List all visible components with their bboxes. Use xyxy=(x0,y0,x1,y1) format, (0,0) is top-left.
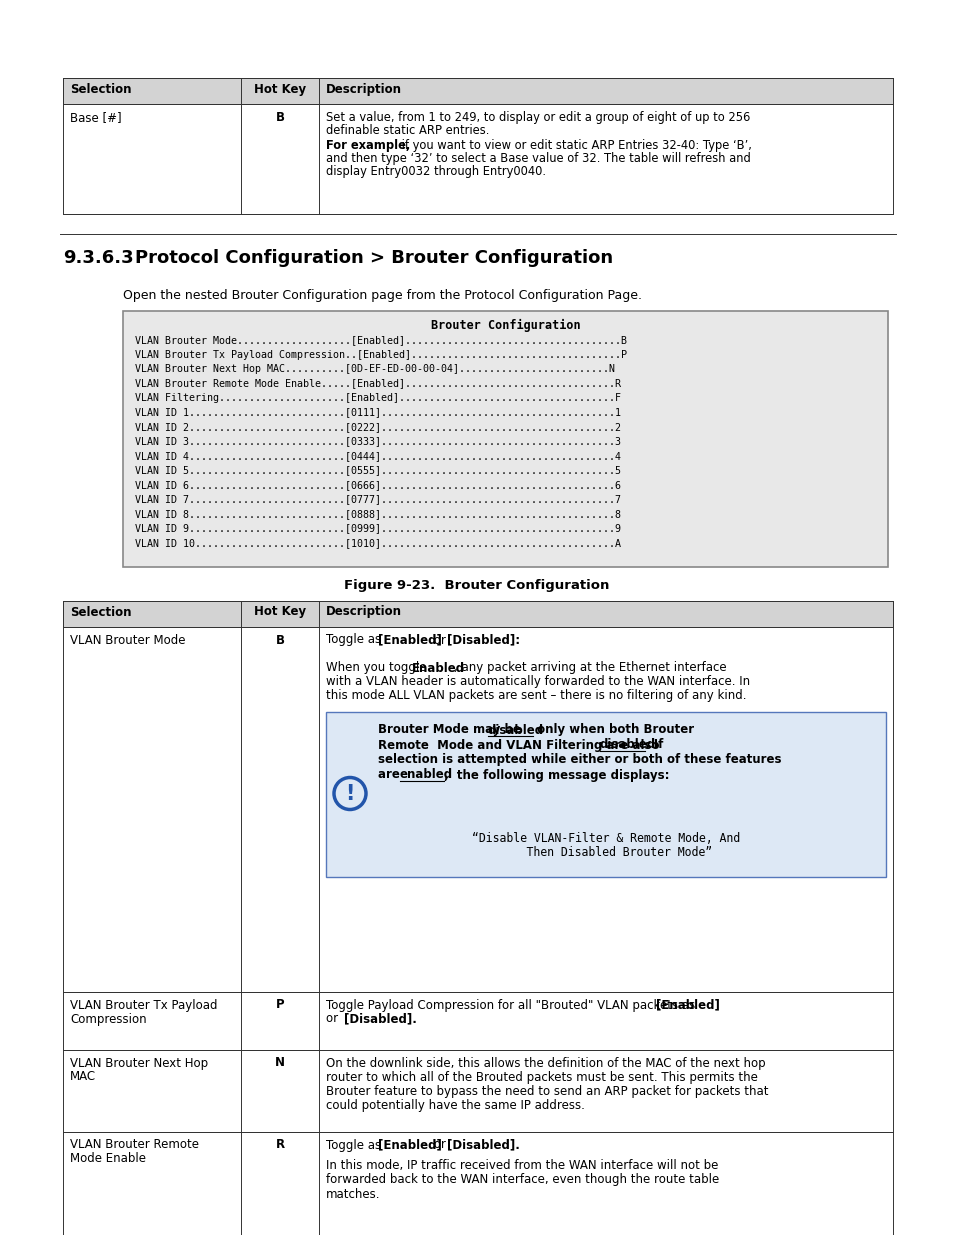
Text: For example,: For example, xyxy=(326,140,410,152)
Text: or: or xyxy=(430,1139,449,1151)
Text: Brouter Configuration: Brouter Configuration xyxy=(430,319,579,332)
Text: VLAN Brouter Mode...................[Enabled]...................................: VLAN Brouter Mode...................[Ena… xyxy=(135,335,626,345)
Text: [Disabled].: [Disabled]. xyxy=(447,1139,519,1151)
Text: VLAN Brouter Next Hop: VLAN Brouter Next Hop xyxy=(70,1056,208,1070)
Text: display Entry0032 through Entry0040.: display Entry0032 through Entry0040. xyxy=(326,165,545,178)
Bar xyxy=(63,78,892,104)
Text: VLAN ID 8..........................[0888].......................................: VLAN ID 8..........................[0888… xyxy=(135,509,620,519)
Text: VLAN ID 1..........................[0111].......................................: VLAN ID 1..........................[0111… xyxy=(135,408,620,417)
Text: VLAN Brouter Tx Payload: VLAN Brouter Tx Payload xyxy=(70,999,217,1011)
Text: . If: . If xyxy=(644,739,662,752)
Text: or: or xyxy=(430,634,449,646)
Text: definable static ARP entries.: definable static ARP entries. xyxy=(326,124,489,137)
Text: P: P xyxy=(275,999,284,1011)
Text: Mode Enable: Mode Enable xyxy=(70,1152,146,1166)
Text: In this mode, IP traffic received from the WAN interface will not be: In this mode, IP traffic received from t… xyxy=(326,1160,718,1172)
Text: enabled: enabled xyxy=(399,768,453,782)
Text: Hot Key: Hot Key xyxy=(253,83,306,96)
Text: VLAN Brouter Remote Mode Enable.....[Enabled]...................................: VLAN Brouter Remote Mode Enable.....[Ena… xyxy=(135,378,620,389)
Text: When you toggle: When you toggle xyxy=(326,662,430,674)
Text: this mode ALL VLAN packets are sent – there is no filtering of any kind.: this mode ALL VLAN packets are sent – th… xyxy=(326,689,745,703)
Text: Toggle Payload Compression for all "Brouted" VLAN packets as: Toggle Payload Compression for all "Brou… xyxy=(326,999,699,1011)
Text: disabled: disabled xyxy=(488,724,543,736)
Text: “Disable VLAN-Filter & Remote Mode, And
    Then Disabled Brouter Mode”: “Disable VLAN-Filter & Remote Mode, And … xyxy=(472,831,740,860)
Text: Toggle as: Toggle as xyxy=(326,634,384,646)
Text: VLAN ID 2..........................[0222].......................................: VLAN ID 2..........................[0222… xyxy=(135,422,620,432)
Text: VLAN Brouter Next Hop MAC..........[0D-EF-ED-00-00-04].........................N: VLAN Brouter Next Hop MAC..........[0D-E… xyxy=(135,364,615,374)
Bar xyxy=(63,104,892,214)
Bar xyxy=(63,626,892,992)
Text: selection is attempted while either or both of these features: selection is attempted while either or b… xyxy=(377,753,781,767)
Text: Set a value, from 1 to 249, to display or edit a group of eight of up to 256: Set a value, from 1 to 249, to display o… xyxy=(326,111,750,124)
Text: Protocol Configuration > Brouter Configuration: Protocol Configuration > Brouter Configu… xyxy=(135,249,613,267)
Text: Remote  Mode and VLAN Filtering are also: Remote Mode and VLAN Filtering are also xyxy=(377,739,663,752)
Text: disabled: disabled xyxy=(599,739,656,752)
Text: On the downlink side, this allows the definition of the MAC of the next hop: On the downlink side, this allows the de… xyxy=(326,1056,765,1070)
Bar xyxy=(326,711,885,877)
Text: !: ! xyxy=(345,784,355,804)
Text: MAC: MAC xyxy=(70,1071,96,1083)
Bar xyxy=(63,1131,892,1235)
Text: Hot Key: Hot Key xyxy=(253,605,306,619)
Text: VLAN ID 3..........................[0333].......................................: VLAN ID 3..........................[0333… xyxy=(135,436,620,447)
Text: Enabled: Enabled xyxy=(412,662,465,674)
Text: VLAN ID 9..........................[0999].......................................: VLAN ID 9..........................[0999… xyxy=(135,524,620,534)
Text: B: B xyxy=(275,634,284,646)
Text: VLAN ID 4..........................[0444].......................................: VLAN ID 4..........................[0444… xyxy=(135,451,620,461)
Text: VLAN ID 6..........................[0666].......................................: VLAN ID 6..........................[0666… xyxy=(135,480,620,490)
Text: , any packet arriving at the Ethernet interface: , any packet arriving at the Ethernet in… xyxy=(454,662,726,674)
Text: ,  the following message displays:: , the following message displays: xyxy=(443,768,669,782)
Text: [Disabled]:: [Disabled]: xyxy=(447,634,519,646)
Text: Description: Description xyxy=(326,605,401,619)
Text: N: N xyxy=(274,1056,285,1070)
Text: [Enabled]: [Enabled] xyxy=(377,634,441,646)
Text: VLAN ID 7..........................[0777].......................................: VLAN ID 7..........................[0777… xyxy=(135,494,620,505)
Text: Selection: Selection xyxy=(70,83,132,96)
Text: Compression: Compression xyxy=(70,1013,147,1025)
Text: Open the nested Brouter Configuration page from the Protocol Configuration Page.: Open the nested Brouter Configuration pa… xyxy=(123,289,641,303)
Bar xyxy=(63,600,892,626)
Text: matches.: matches. xyxy=(326,1188,380,1200)
Text: Selection: Selection xyxy=(70,605,132,619)
Text: Base [#]: Base [#] xyxy=(70,111,121,124)
Text: [Enabled]: [Enabled] xyxy=(377,1139,441,1151)
Text: VLAN Brouter Tx Payload Compression..[Enabled]..................................: VLAN Brouter Tx Payload Compression..[En… xyxy=(135,350,626,359)
Text: Brouter Mode may be: Brouter Mode may be xyxy=(377,724,524,736)
Text: [Disabled].: [Disabled]. xyxy=(344,1013,416,1025)
Text: and then type ‘32’ to select a Base value of 32. The table will refresh and: and then type ‘32’ to select a Base valu… xyxy=(326,152,750,165)
Text: VLAN ID 5..........................[0555].......................................: VLAN ID 5..........................[0555… xyxy=(135,466,620,475)
Text: could potentially have the same IP address.: could potentially have the same IP addre… xyxy=(326,1098,584,1112)
Text: VLAN Filtering.....................[Enabled]....................................: VLAN Filtering.....................[Enab… xyxy=(135,393,620,403)
Text: Toggle as: Toggle as xyxy=(326,1139,384,1151)
Text: B: B xyxy=(275,111,284,124)
Text: VLAN Brouter Remote: VLAN Brouter Remote xyxy=(70,1139,199,1151)
Text: VLAN ID 10.........................[1010].......................................: VLAN ID 10.........................[1010… xyxy=(135,538,620,548)
Text: only when both Brouter: only when both Brouter xyxy=(533,724,694,736)
Text: Description: Description xyxy=(326,83,401,96)
Bar xyxy=(63,992,892,1050)
Text: VLAN Brouter Mode: VLAN Brouter Mode xyxy=(70,634,185,646)
Text: with a VLAN header is automatically forwarded to the WAN interface. In: with a VLAN header is automatically forw… xyxy=(326,676,749,688)
Text: forwarded back to the WAN interface, even though the route table: forwarded back to the WAN interface, eve… xyxy=(326,1173,719,1187)
Text: or: or xyxy=(326,1013,341,1025)
Text: [Enabled]: [Enabled] xyxy=(656,999,720,1011)
Text: Brouter feature to bypass the need to send an ARP packet for packets that: Brouter feature to bypass the need to se… xyxy=(326,1084,768,1098)
Text: router to which all of the Brouted packets must be sent. This permits the: router to which all of the Brouted packe… xyxy=(326,1071,757,1083)
Text: 9.3.6.3: 9.3.6.3 xyxy=(63,249,133,267)
Text: Figure 9-23.  Brouter Configuration: Figure 9-23. Brouter Configuration xyxy=(344,578,609,592)
Text: are: are xyxy=(377,768,403,782)
Bar xyxy=(123,311,887,567)
Text: if you want to view or edit static ARP Entries 32-40: Type ‘B’,: if you want to view or edit static ARP E… xyxy=(397,140,751,152)
Text: R: R xyxy=(275,1139,284,1151)
Bar xyxy=(63,1050,892,1131)
